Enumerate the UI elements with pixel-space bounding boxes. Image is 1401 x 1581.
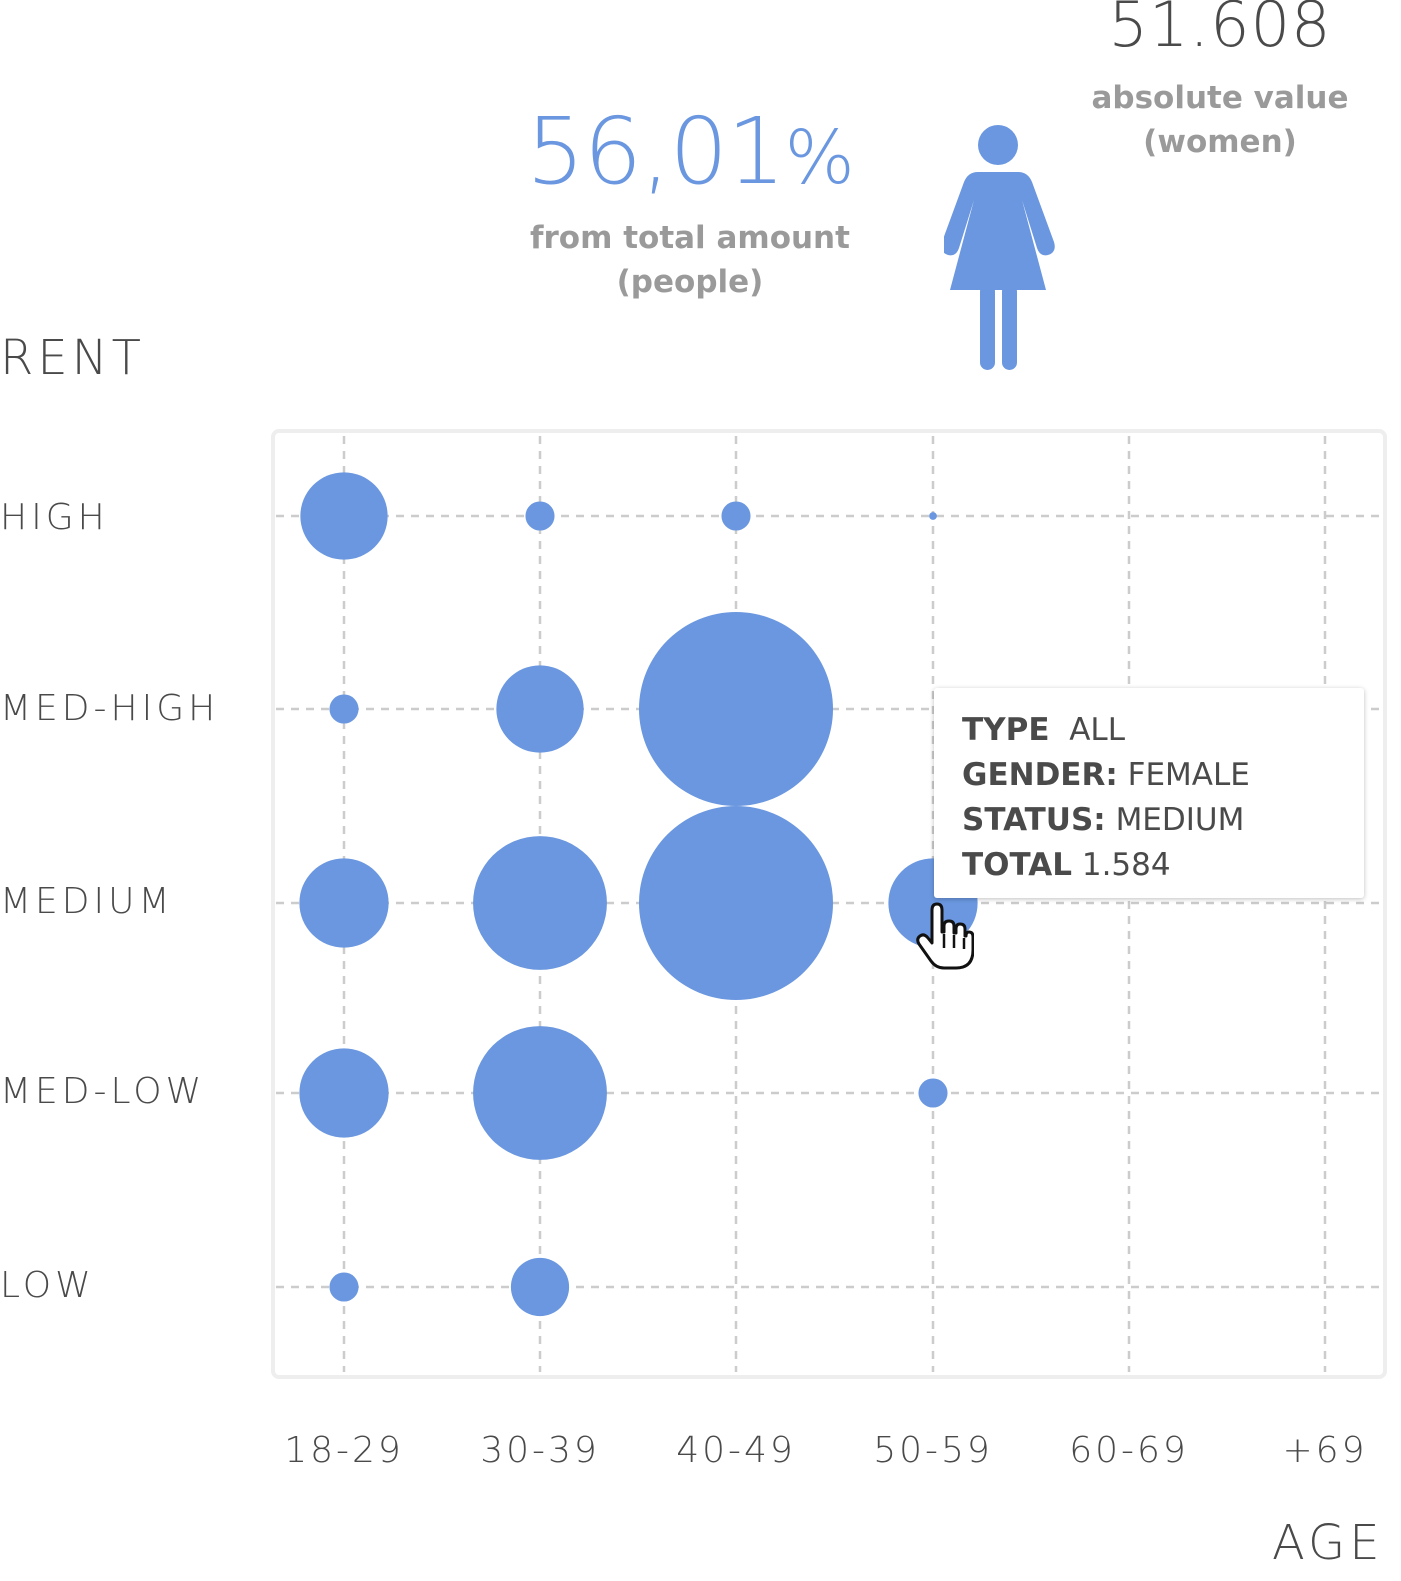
bubble-tooltip: TYPE ALL GENDER: FEMALE STATUS: MEDIUM T…: [934, 688, 1364, 898]
plot-frame: [271, 429, 1387, 1379]
col-label-40-49: 40-49: [676, 1430, 796, 1471]
tooltip-gender-value: FEMALE: [1127, 757, 1250, 793]
percentage-value: 56,01%: [490, 98, 890, 205]
bubble-18-29-low[interactable]: [329, 1272, 359, 1302]
percentage-caption: from total amount (people): [490, 216, 890, 304]
absolute-caption-line2: (women): [1143, 124, 1297, 160]
bubble-18-29-med-low[interactable]: [299, 1048, 389, 1138]
bubble-40-49-med-high[interactable]: [639, 612, 833, 806]
bubble-18-29-med-high[interactable]: [329, 694, 359, 724]
bubble-50-59-med-low[interactable]: [918, 1078, 948, 1108]
tooltip-total-value: 1.584: [1081, 847, 1171, 883]
percentage-caption-line1: from total amount: [530, 220, 850, 256]
tooltip-total-row: TOTAL 1.584: [962, 843, 1336, 888]
woman-icon: [944, 125, 1055, 370]
tooltip-total-key: TOTAL: [962, 847, 1072, 883]
tooltip-gender-row: GENDER: FEMALE: [962, 753, 1336, 798]
tooltip-gender-key: GENDER:: [962, 757, 1118, 793]
col-label-60-69: 60-69: [1069, 1430, 1189, 1471]
bubble-30-39-medium[interactable]: [473, 836, 607, 970]
row-label-high: HIGH: [0, 497, 109, 538]
absolute-caption-line1: absolute value: [1091, 80, 1349, 116]
row-label-med-high: MED-HIGH: [0, 688, 220, 729]
bubble-18-29-high[interactable]: [300, 472, 388, 560]
bubble-30-39-high[interactable]: [525, 501, 555, 531]
tooltip-type-row: TYPE ALL: [962, 708, 1336, 753]
bubble-30-39-med-low[interactable]: [473, 1026, 607, 1160]
row-label-low: LOW: [0, 1265, 95, 1306]
bubble-40-49-medium[interactable]: [639, 806, 833, 1000]
col-label-plus-69: +69: [1282, 1430, 1368, 1471]
row-label-med-low: MED-LOW: [0, 1071, 206, 1112]
percentage-number: 56,01: [526, 98, 785, 205]
absolute-value-caption: absolute value (women): [1060, 76, 1380, 164]
percentage-symbol: %: [784, 115, 855, 201]
bubble-50-59-high[interactable]: [929, 512, 937, 520]
tooltip-status-value: MEDIUM: [1115, 802, 1245, 838]
bubble-18-29-medium[interactable]: [299, 858, 389, 948]
absolute-value: 51.608: [1108, 0, 1332, 61]
col-label-50-59: 50-59: [873, 1430, 993, 1471]
tooltip-status-key: STATUS:: [962, 802, 1106, 838]
tooltip-status-row: STATUS: MEDIUM: [962, 798, 1336, 843]
row-label-medium: MEDIUM: [0, 881, 174, 922]
x-axis-title: AGE: [1272, 1515, 1384, 1571]
bubble-30-39-med-high[interactable]: [496, 665, 584, 753]
col-label-18-29: 18-29: [284, 1430, 404, 1471]
grid-lines: [276, 436, 1383, 1372]
col-label-30-39: 30-39: [480, 1430, 600, 1471]
tooltip-type-key: TYPE: [962, 712, 1050, 748]
percentage-caption-line2: (people): [616, 264, 764, 300]
bubbles: [299, 472, 978, 1317]
bubble-30-39-low[interactable]: [510, 1257, 570, 1317]
tooltip-type-value: ALL: [1069, 712, 1125, 748]
y-axis-title: RENT: [0, 330, 145, 386]
hand-cursor-icon: [916, 902, 974, 970]
bubble-40-49-high[interactable]: [721, 501, 751, 531]
